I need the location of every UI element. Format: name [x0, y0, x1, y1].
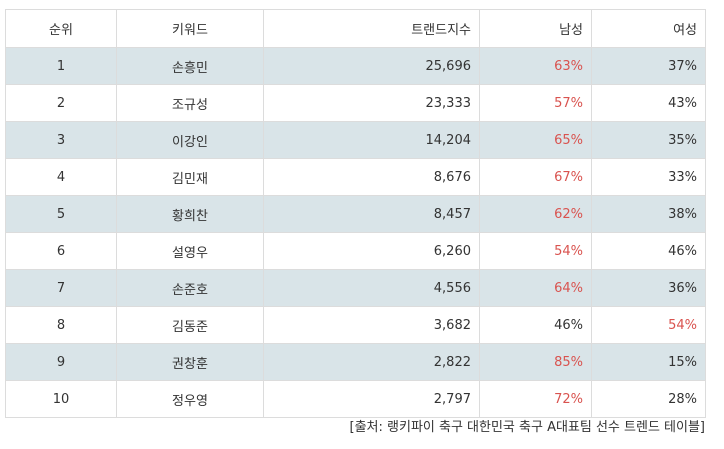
cell-keyword: 조규성 — [116, 84, 264, 122]
cell-male: 85% — [479, 343, 592, 381]
header-keyword: 키워드 — [116, 9, 264, 48]
cell-male: 72% — [479, 380, 592, 418]
cell-male: 54% — [479, 232, 592, 270]
cell-male: 64% — [479, 269, 592, 307]
cell-rank: 4 — [5, 158, 117, 196]
cell-keyword: 김민재 — [116, 158, 264, 196]
cell-rank: 7 — [5, 269, 117, 307]
source-caption: [출처: 랭키파이 축구 대한민국 축구 A대표팀 선수 트렌드 테이블] — [349, 420, 705, 435]
cell-keyword: 황희찬 — [116, 195, 264, 233]
table-row: 8 김동준 3,682 46% 54% — [5, 306, 706, 344]
cell-keyword: 손흥민 — [116, 47, 264, 85]
cell-keyword: 손준호 — [116, 269, 264, 307]
cell-rank: 6 — [5, 232, 117, 270]
table-row: 4 김민재 8,676 67% 33% — [5, 158, 706, 196]
cell-keyword: 권창훈 — [116, 343, 264, 381]
cell-female: 43% — [591, 84, 706, 122]
cell-trend-index: 8,457 — [263, 195, 480, 233]
cell-trend-index: 6,260 — [263, 232, 480, 270]
table-header-row: 순위 키워드 트랜드지수 남성 여성 — [5, 9, 706, 48]
cell-male: 62% — [479, 195, 592, 233]
cell-rank: 3 — [5, 121, 117, 159]
cell-rank: 9 — [5, 343, 117, 381]
cell-rank: 2 — [5, 84, 117, 122]
cell-trend-index: 3,682 — [263, 306, 480, 344]
cell-keyword: 정우영 — [116, 380, 264, 418]
cell-female: 28% — [591, 380, 706, 418]
cell-rank: 10 — [5, 380, 117, 418]
table-row: 9 권창훈 2,822 85% 15% — [5, 343, 706, 381]
table-row: 10 정우영 2,797 72% 28% — [5, 380, 706, 418]
cell-rank: 8 — [5, 306, 117, 344]
cell-keyword: 설영우 — [116, 232, 264, 270]
header-male: 남성 — [479, 9, 592, 48]
cell-female: 33% — [591, 158, 706, 196]
cell-rank: 1 — [5, 47, 117, 85]
table-row: 7 손준호 4,556 64% 36% — [5, 269, 706, 307]
table-body: 1 손흥민 25,696 63% 37% 2 조규성 23,333 57% 43% 3 이강인 14,2… — [5, 47, 706, 418]
table-row: 3 이강인 14,204 65% 35% — [5, 121, 706, 159]
cell-male: 57% — [479, 84, 592, 122]
cell-trend-index: 14,204 — [263, 121, 480, 159]
cell-male: 67% — [479, 158, 592, 196]
table-row: 5 황희찬 8,457 62% 38% — [5, 195, 706, 233]
cell-male: 65% — [479, 121, 592, 159]
cell-female: 37% — [591, 47, 706, 85]
cell-male: 46% — [479, 306, 592, 344]
cell-female: 38% — [591, 195, 706, 233]
header-trend-index: 트랜드지수 — [263, 9, 480, 48]
trend-table: 순위 키워드 트랜드지수 남성 여성 1 손흥민 25,696 63% 37% 2 조규성 2… — [5, 9, 706, 418]
header-rank: 순위 — [5, 9, 117, 48]
header-female: 여성 — [591, 9, 706, 48]
cell-female: 36% — [591, 269, 706, 307]
cell-keyword: 김동준 — [116, 306, 264, 344]
table-row: 2 조규성 23,333 57% 43% — [5, 84, 706, 122]
cell-trend-index: 2,797 — [263, 380, 480, 418]
cell-female: 15% — [591, 343, 706, 381]
cell-trend-index: 8,676 — [263, 158, 480, 196]
cell-trend-index: 23,333 — [263, 84, 480, 122]
cell-trend-index: 4,556 — [263, 269, 480, 307]
cell-trend-index: 25,696 — [263, 47, 480, 85]
cell-keyword: 이강인 — [116, 121, 264, 159]
cell-female: 35% — [591, 121, 706, 159]
cell-male: 63% — [479, 47, 592, 85]
cell-female: 46% — [591, 232, 706, 270]
cell-rank: 5 — [5, 195, 117, 233]
cell-female: 54% — [591, 306, 706, 344]
table-row: 1 손흥민 25,696 63% 37% — [5, 47, 706, 85]
table-row: 6 설영우 6,260 54% 46% — [5, 232, 706, 270]
cell-trend-index: 2,822 — [263, 343, 480, 381]
